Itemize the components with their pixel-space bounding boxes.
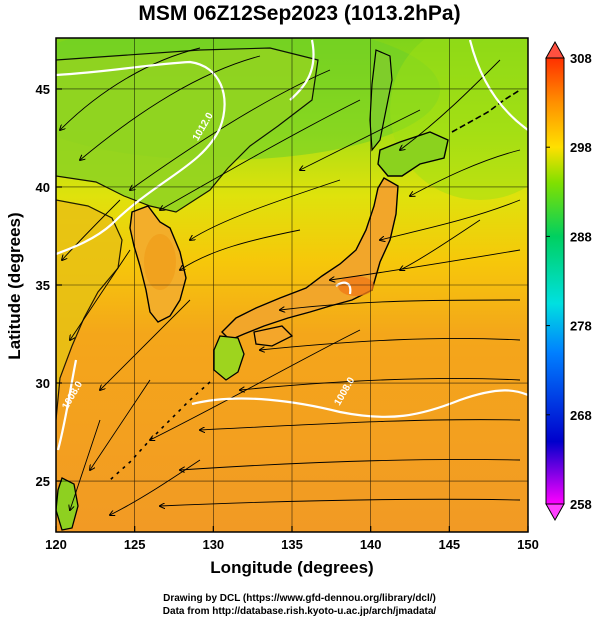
isobar-1008-west bbox=[56, 359, 78, 451]
colorbar-tick-label-308: 308 bbox=[570, 51, 592, 66]
x-tick-label-145: 145 bbox=[438, 537, 460, 552]
warm-spot-korea bbox=[144, 234, 176, 290]
y-tick-label-40: 40 bbox=[36, 180, 50, 195]
colorbar-extend-bottom bbox=[545, 503, 565, 522]
land-sakhalin bbox=[369, 49, 393, 152]
y-tick-label-35: 35 bbox=[36, 278, 50, 293]
land-kuril-islands bbox=[451, 89, 521, 133]
colorbar-ticks: 258 268 278 288 298 308 bbox=[546, 51, 592, 512]
colorbar-tick-label-298: 298 bbox=[570, 140, 592, 155]
y-axis-label: Latitude (degrees) bbox=[5, 212, 24, 360]
x-tick-label-130: 130 bbox=[202, 537, 224, 552]
land-shikoku bbox=[253, 325, 294, 347]
y-axis-ticks: 25 30 35 40 45 bbox=[36, 82, 62, 489]
x-tick-label-120: 120 bbox=[45, 537, 67, 552]
gridlines bbox=[56, 38, 528, 532]
colorbar-scale bbox=[545, 57, 565, 505]
land-china-coast bbox=[56, 199, 123, 421]
x-tick-label-125: 125 bbox=[124, 537, 146, 552]
isobar-1012 bbox=[56, 60, 226, 256]
land-kyushu bbox=[213, 335, 245, 381]
colorbar-extend-top bbox=[545, 40, 565, 59]
x-tick-label-140: 140 bbox=[360, 537, 382, 552]
credits: Drawing by DCL (https://www.gfd-dennou.o… bbox=[0, 592, 599, 618]
credits-data: Data from http://database.rish.kyoto-u.a… bbox=[162, 606, 437, 617]
land-taiwan bbox=[56, 477, 79, 531]
land-hokkaido bbox=[377, 131, 449, 177]
colorbar: 258 268 278 288 298 308 bbox=[545, 40, 592, 522]
isobar-1012-northeast bbox=[468, 39, 528, 131]
isobar-1008-south bbox=[191, 389, 528, 418]
isobar-1012-east bbox=[289, 39, 315, 101]
warm-spot-kanto bbox=[338, 276, 374, 296]
chart-title: MSM 06Z12Sep2023 (1013.2hPa) bbox=[138, 2, 461, 25]
colorbar-tick-label-288: 288 bbox=[570, 229, 592, 244]
credits-drawing: Drawing by DCL (https://www.gfd-dennou.o… bbox=[163, 593, 436, 604]
x-axis-ticks: 120 125 130 135 140 145 150 bbox=[45, 526, 539, 552]
isobars bbox=[56, 39, 528, 451]
x-axis-label: Longitude (degrees) bbox=[210, 558, 374, 577]
x-tick-label-150: 150 bbox=[517, 537, 539, 552]
y-tick-label-30: 30 bbox=[36, 376, 50, 391]
northeast-ocean-green bbox=[390, 38, 528, 200]
colorbar-tick-label-258: 258 bbox=[570, 497, 592, 512]
x-tick-label-135: 135 bbox=[281, 537, 303, 552]
y-tick-label-25: 25 bbox=[36, 474, 50, 489]
colorbar-tick-label-278: 278 bbox=[570, 319, 592, 334]
y-tick-label-45: 45 bbox=[36, 82, 50, 97]
colorbar-tick-label-268: 268 bbox=[570, 408, 592, 423]
